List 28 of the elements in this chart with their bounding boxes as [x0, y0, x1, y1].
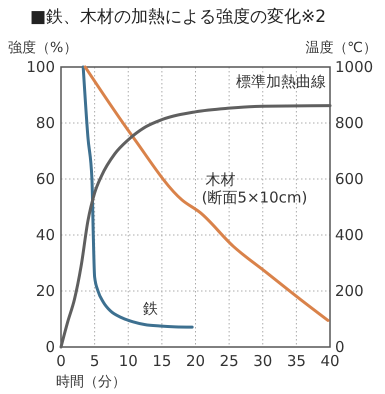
y2-tick-label: 1000 — [335, 58, 374, 76]
y-axis-title: 強度（%） — [8, 40, 78, 56]
series-label: 木材 (断面5×10cm) — [202, 170, 308, 207]
x-axis-title: 時間（分） — [56, 374, 126, 390]
y2-tick-label: 400 — [335, 226, 364, 244]
x-tick-label: 15 — [152, 352, 172, 370]
y-tick-label: 100 — [26, 58, 55, 76]
y2-tick-label: 800 — [335, 114, 364, 132]
y2-axis-title: 温度（℃） — [305, 40, 377, 56]
y-tick-label: 0 — [45, 338, 55, 356]
line-series — [82, 66, 194, 329]
series-label: 標準加熱曲線 — [236, 72, 326, 91]
x-tick-label: 30 — [253, 352, 272, 370]
x-tick-label: 20 — [186, 352, 206, 370]
line-series — [84, 66, 330, 322]
chart-title: ■鉄、木材の加熱による強度の変化※2 — [30, 7, 326, 27]
y2-tick-label: 200 — [335, 282, 364, 300]
series-label: 鉄 — [143, 299, 158, 318]
x-tick-label: 35 — [286, 352, 306, 370]
y-tick-label: 20 — [36, 282, 55, 300]
x-tick-label: 10 — [118, 352, 138, 370]
y-tick-label: 60 — [36, 170, 55, 188]
x-tick-label: 25 — [220, 352, 239, 370]
y2-tick-label: 600 — [335, 170, 364, 188]
x-tick-label: 0 — [56, 352, 66, 370]
y-tick-label: 80 — [36, 114, 55, 132]
x-tick-label: 5 — [90, 352, 100, 370]
y-tick-label: 40 — [36, 226, 55, 244]
